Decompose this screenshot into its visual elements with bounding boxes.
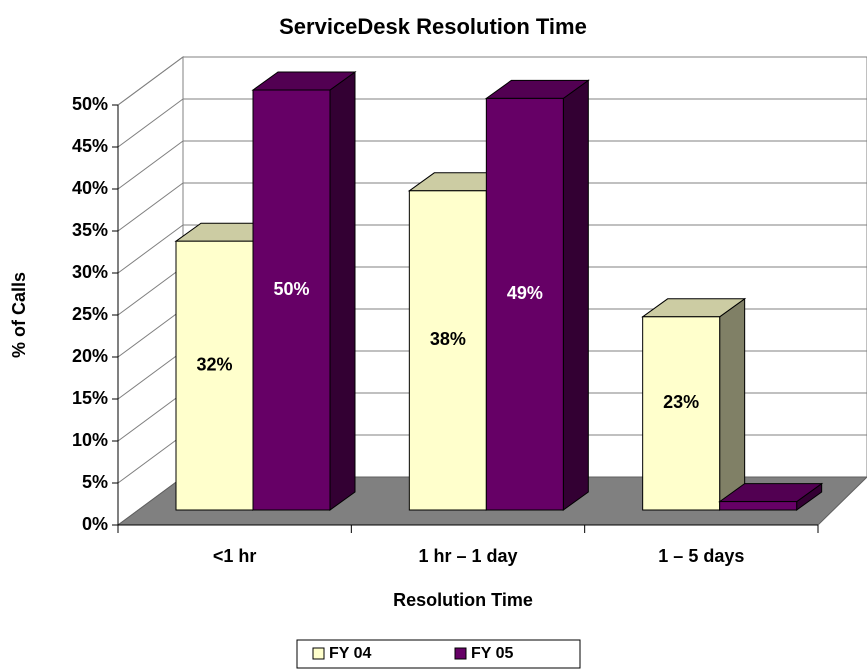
bar-front: [175, 240, 254, 511]
y-tick-label: 0%: [82, 514, 108, 534]
grid-line: [117, 98, 867, 148]
value-label: 23%: [663, 392, 699, 412]
x-tick-label: 1 hr – 1 day: [418, 546, 517, 566]
bar: [251, 71, 357, 511]
y-tick-label: 20%: [72, 346, 108, 366]
y-tick-label: 25%: [72, 304, 108, 324]
y-tick-label: 40%: [72, 178, 108, 198]
y-tick-label: 50%: [72, 94, 108, 114]
bar-side: [719, 297, 746, 511]
y-tick-label: 30%: [72, 262, 108, 282]
x-tick-label: 1 – 5 days: [658, 546, 744, 566]
bar: [484, 79, 590, 511]
y-tick-label: 35%: [72, 220, 108, 240]
y-tick-label: 5%: [82, 472, 108, 492]
bar-front: [719, 501, 798, 511]
x-tick-label: <1 hr: [213, 546, 257, 566]
y-tick-label: 45%: [72, 136, 108, 156]
bar: [718, 482, 824, 511]
y-axis-label: % of Calls: [9, 272, 29, 358]
grid-line: [117, 224, 867, 274]
bar-front: [408, 190, 487, 511]
bar: [641, 297, 747, 511]
bar-front: [485, 97, 564, 511]
legend-box: [296, 639, 581, 669]
y-tick-label: 15%: [72, 388, 108, 408]
bar-front: [642, 316, 721, 511]
bar-front: [252, 89, 331, 511]
legend-swatch: [454, 647, 467, 660]
bar-side: [329, 71, 356, 511]
legend-label: FY 05: [471, 645, 514, 662]
bar-side: [562, 79, 589, 511]
value-label: 50%: [273, 279, 309, 299]
grid-line: [117, 140, 867, 190]
chart-title: ServiceDesk Resolution Time: [279, 14, 587, 39]
x-axis-label: Resolution Time: [393, 590, 533, 610]
y-tick-label: 10%: [72, 430, 108, 450]
value-label: 32%: [196, 354, 232, 374]
legend-label: FY 04: [329, 645, 372, 662]
legend-swatch: [312, 647, 325, 660]
grid-line: [117, 56, 867, 106]
value-label: 38%: [430, 329, 466, 349]
value-label: 49%: [507, 283, 543, 303]
grid-line: [117, 182, 867, 232]
